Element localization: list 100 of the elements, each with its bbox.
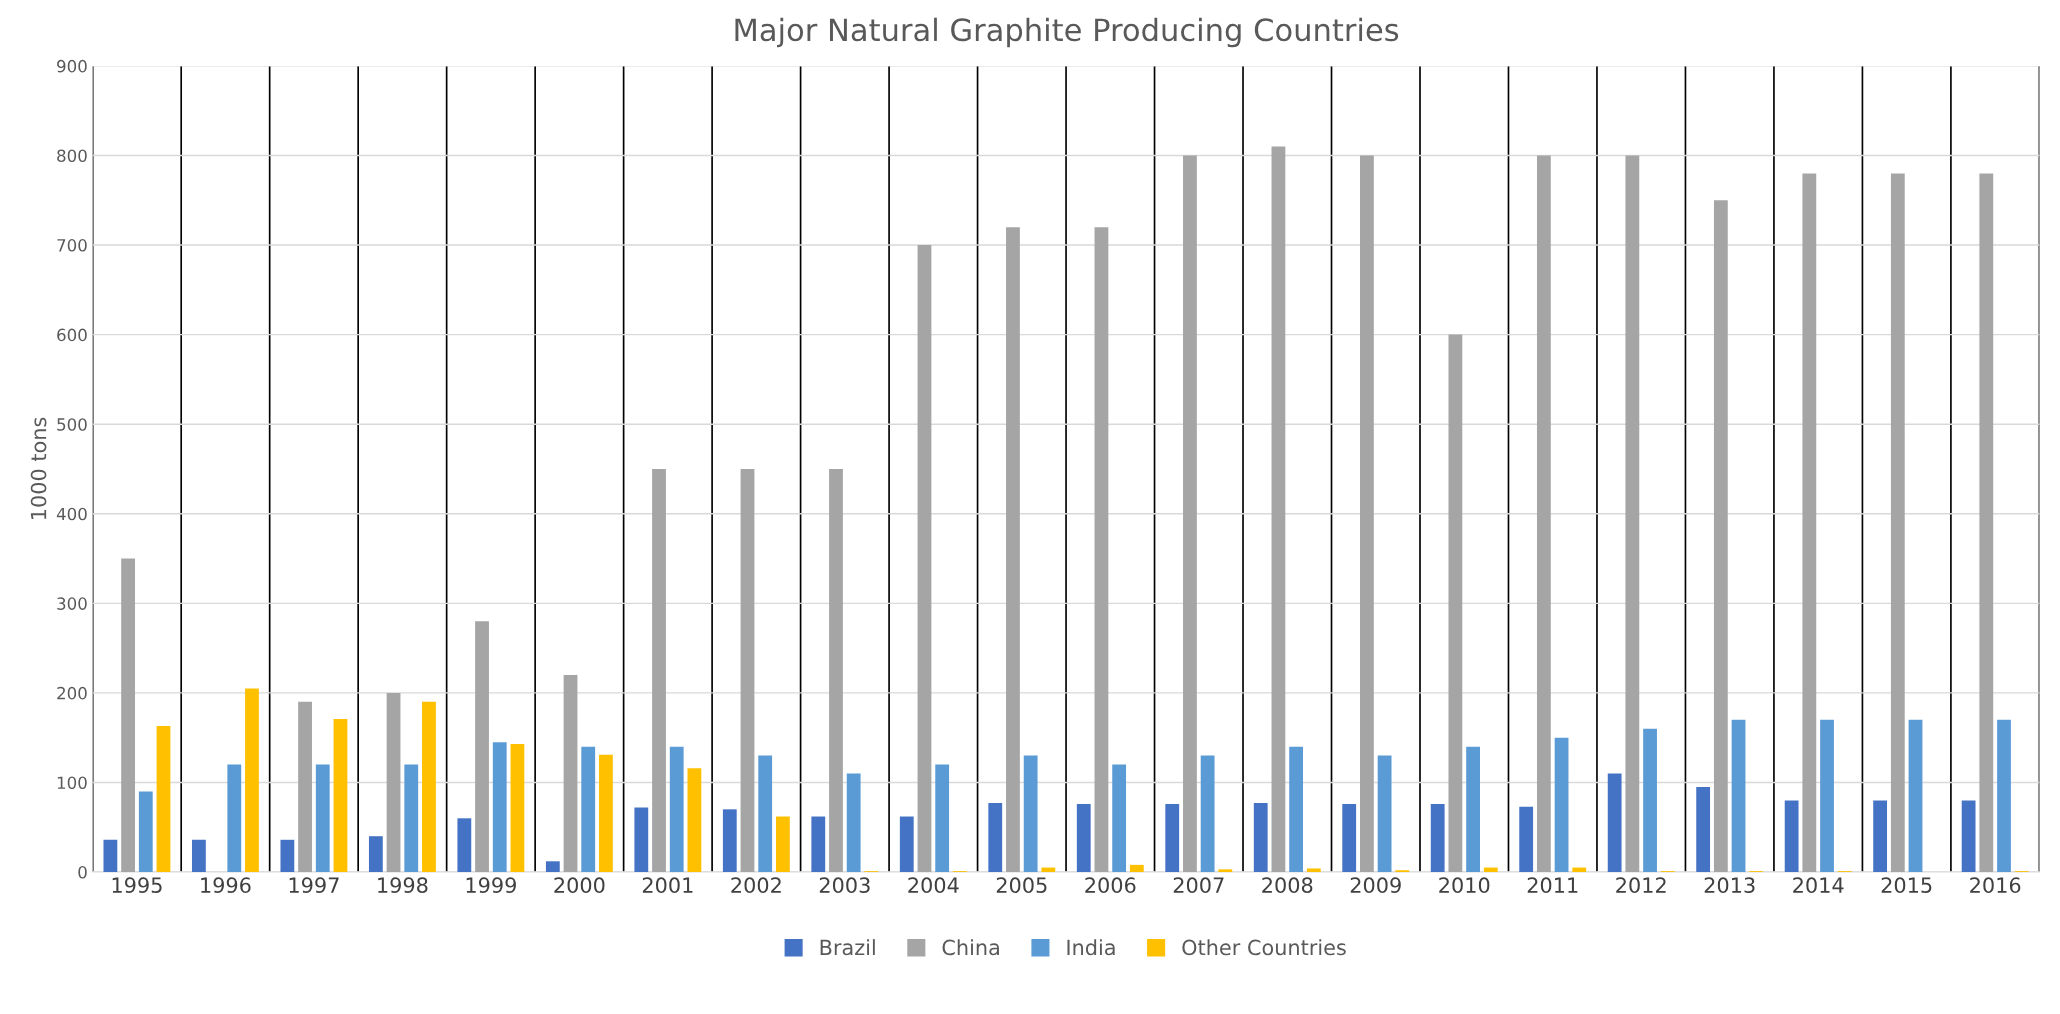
bar <box>1802 173 1817 873</box>
bar <box>758 755 773 873</box>
bar <box>1625 155 1640 873</box>
bar <box>510 743 525 873</box>
x-tick-label: 2016 <box>1970 877 2021 894</box>
x-tick-label: 2003 <box>819 877 870 894</box>
x-tick-label: 2011 <box>1527 877 1578 894</box>
y-tick-label: 500 <box>57 418 87 431</box>
bar <box>1094 227 1109 873</box>
x-tick-label: 2014 <box>1793 877 1844 894</box>
x-tick-label: 2001 <box>642 877 693 894</box>
bar <box>1271 146 1286 873</box>
bar <box>545 861 560 873</box>
x-tick-label: 1996 <box>201 877 251 894</box>
y-axis-title: 1000 tons <box>30 417 47 519</box>
x-tick-label: 2005 <box>996 877 1047 894</box>
bar <box>1112 764 1127 873</box>
bar <box>492 742 507 873</box>
bar <box>315 764 330 873</box>
bar <box>1607 773 1622 873</box>
bar <box>1165 803 1180 873</box>
bar <box>368 836 383 873</box>
bar <box>722 809 737 873</box>
bar <box>1289 746 1304 873</box>
bar <box>475 621 489 873</box>
y-tick-label: 0 <box>78 866 87 879</box>
y-tick-label: 300 <box>57 597 87 610</box>
bar <box>1218 869 1233 873</box>
bar <box>1696 786 1711 873</box>
x-tick-label: 1995 <box>112 877 162 894</box>
legend-label: China <box>942 939 999 956</box>
legend-label: Other Countries <box>1182 939 1346 956</box>
bar <box>1129 864 1144 873</box>
bar <box>563 674 578 873</box>
y-tick-label: 700 <box>57 239 87 252</box>
bar <box>899 816 914 873</box>
bar <box>191 839 206 873</box>
bar <box>156 726 171 873</box>
bar <box>811 816 826 873</box>
x-tick-label: 2015 <box>1881 877 1932 894</box>
bar <box>1820 719 1834 873</box>
bar <box>1784 800 1799 873</box>
y-tick-label: 100 <box>57 776 87 790</box>
x-tick-label: 2010 <box>1439 877 1490 894</box>
y-tick-label: 600 <box>57 328 87 342</box>
bar <box>1006 227 1020 873</box>
bar <box>1377 755 1392 873</box>
y-tick-label: 200 <box>57 686 87 700</box>
bar <box>988 803 1003 873</box>
x-tick-label: 1999 <box>466 877 516 894</box>
bar <box>740 468 755 873</box>
bar <box>687 768 702 873</box>
bar <box>1572 867 1587 873</box>
bar <box>103 839 118 873</box>
bar <box>1997 719 2011 873</box>
x-tick-label: 2006 <box>1085 877 1136 894</box>
bar <box>1466 746 1480 873</box>
bar <box>333 718 348 873</box>
bar <box>1731 719 1746 873</box>
x-tick-label: 2007 <box>1173 877 1224 894</box>
x-tick-label: 2002 <box>731 877 781 894</box>
bar <box>121 558 135 873</box>
bar <box>1306 868 1321 873</box>
bar <box>1554 737 1569 873</box>
bar <box>457 818 472 873</box>
bar <box>1448 334 1463 873</box>
y-tick-label: 400 <box>56 507 87 521</box>
bar <box>917 245 932 873</box>
bar <box>1908 719 1923 873</box>
bar <box>227 764 242 873</box>
x-tick-label: 2000 <box>554 877 605 894</box>
x-tick-label: 2004 <box>908 877 959 894</box>
bar <box>581 746 596 873</box>
y-tick-label: 900 <box>57 59 87 73</box>
bar <box>1342 803 1357 873</box>
bar <box>1430 803 1445 873</box>
bar <box>1041 867 1056 873</box>
bar <box>404 764 419 873</box>
bar <box>1873 800 1888 873</box>
x-tick-label: 2012 <box>1616 877 1666 894</box>
bar <box>1961 800 1976 873</box>
legend-label: Brazil <box>820 939 875 956</box>
bar <box>138 791 153 873</box>
bar <box>634 807 649 873</box>
bar <box>599 754 613 873</box>
bar <box>846 773 861 873</box>
bar <box>669 746 684 873</box>
bar <box>1253 803 1268 873</box>
bar <box>280 839 295 873</box>
x-tick-label: 1997 <box>289 877 339 894</box>
bar <box>1483 867 1498 873</box>
x-tick-label: 2013 <box>1704 877 1755 894</box>
bar <box>652 468 666 873</box>
x-tick-label: 2009 <box>1350 877 1401 894</box>
bar <box>1023 755 1038 873</box>
bar <box>1536 155 1551 873</box>
x-tick-label: 2008 <box>1262 877 1313 894</box>
bar <box>775 816 790 873</box>
bar <box>386 692 401 873</box>
bar <box>1200 755 1215 873</box>
